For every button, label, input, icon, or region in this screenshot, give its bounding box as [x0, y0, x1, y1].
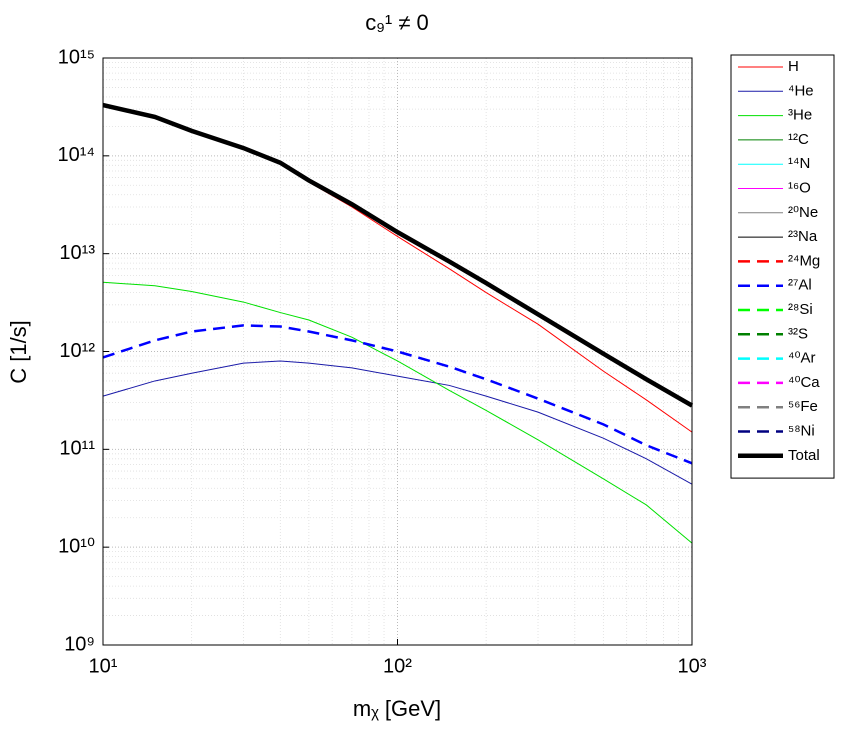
legend-label: ⁵⁸Ni	[788, 422, 815, 439]
x-tick-label: 10²	[383, 655, 412, 677]
legend-label: ⁵⁶Fe	[788, 398, 818, 415]
plot-frame	[102, 57, 693, 646]
y-tick-label: 10⁹	[64, 633, 95, 655]
legend-label: ¹⁴N	[788, 155, 810, 172]
legend-label: ²⁰Ne	[788, 204, 818, 221]
legend-label: ⁴⁰Ca	[788, 374, 820, 391]
y-tick-label: 10¹²	[59, 340, 95, 362]
x-tick-label: 10³	[678, 655, 707, 677]
legend-label: ²⁴Mg	[788, 252, 820, 269]
y-tick-label: 10¹³	[59, 242, 95, 264]
legend-label: Total	[788, 447, 820, 464]
legend-label: ²⁸Si	[788, 301, 813, 318]
y-tick-label: 10¹⁵	[58, 46, 95, 68]
y-axis-label: C [1/s]	[6, 320, 31, 384]
chart-title: c₉¹ ≠ 0	[365, 10, 429, 35]
x-tick-label: 10¹	[89, 655, 118, 677]
series-line	[102, 324, 693, 465]
legend-label: ³He	[788, 107, 812, 124]
y-tick-label: 10¹¹	[59, 438, 95, 460]
x-axis-label: mᵪ [GeV]	[353, 696, 441, 721]
legend-label: ¹⁶O	[788, 179, 811, 196]
y-tick-label: 10¹⁴	[58, 144, 96, 166]
y-tick-label: 10¹⁰	[58, 535, 95, 557]
legend-label: ²⁷Al	[788, 277, 812, 294]
legend-label: ³²S	[788, 325, 808, 342]
legend-label: ¹²C	[788, 131, 809, 148]
legend-label: ²³Na	[788, 228, 818, 245]
series-line	[102, 102, 694, 408]
legend-label: H	[788, 58, 799, 75]
series-line	[102, 281, 693, 544]
legend-label: ⁴He	[788, 82, 814, 99]
legend-label: ⁴⁰Ar	[788, 350, 815, 367]
series-line	[102, 360, 693, 485]
